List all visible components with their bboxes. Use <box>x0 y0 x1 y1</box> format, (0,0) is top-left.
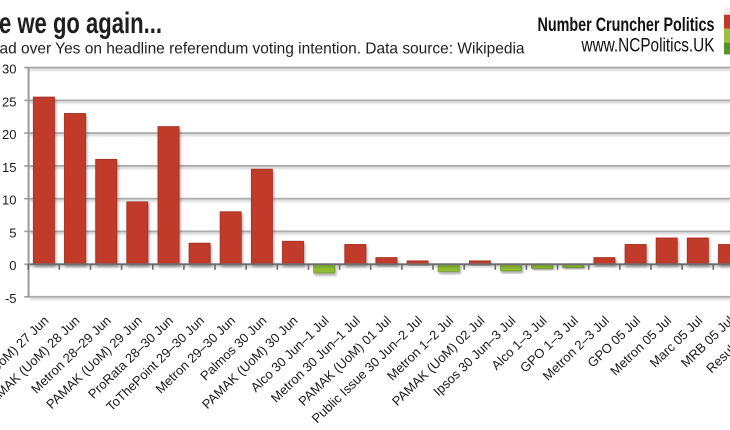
svg-text:25: 25 <box>2 94 16 109</box>
svg-text:ad over Yes on headline refere: ad over Yes on headline referendum votin… <box>0 40 525 57</box>
svg-text:0: 0 <box>9 258 16 273</box>
svg-text:e we go again...: e we go again... <box>0 7 162 40</box>
svg-text:20: 20 <box>2 127 16 142</box>
svg-text:www.NCPolitics.UK: www.NCPolitics.UK <box>581 35 715 56</box>
svg-text:30: 30 <box>2 62 16 77</box>
svg-text:Number Cruncher Politics: Number Cruncher Politics <box>538 15 715 36</box>
svg-text:5: 5 <box>9 225 16 240</box>
svg-text:10: 10 <box>2 193 16 208</box>
svg-text:-5: -5 <box>5 291 17 306</box>
svg-text:15: 15 <box>2 160 16 175</box>
